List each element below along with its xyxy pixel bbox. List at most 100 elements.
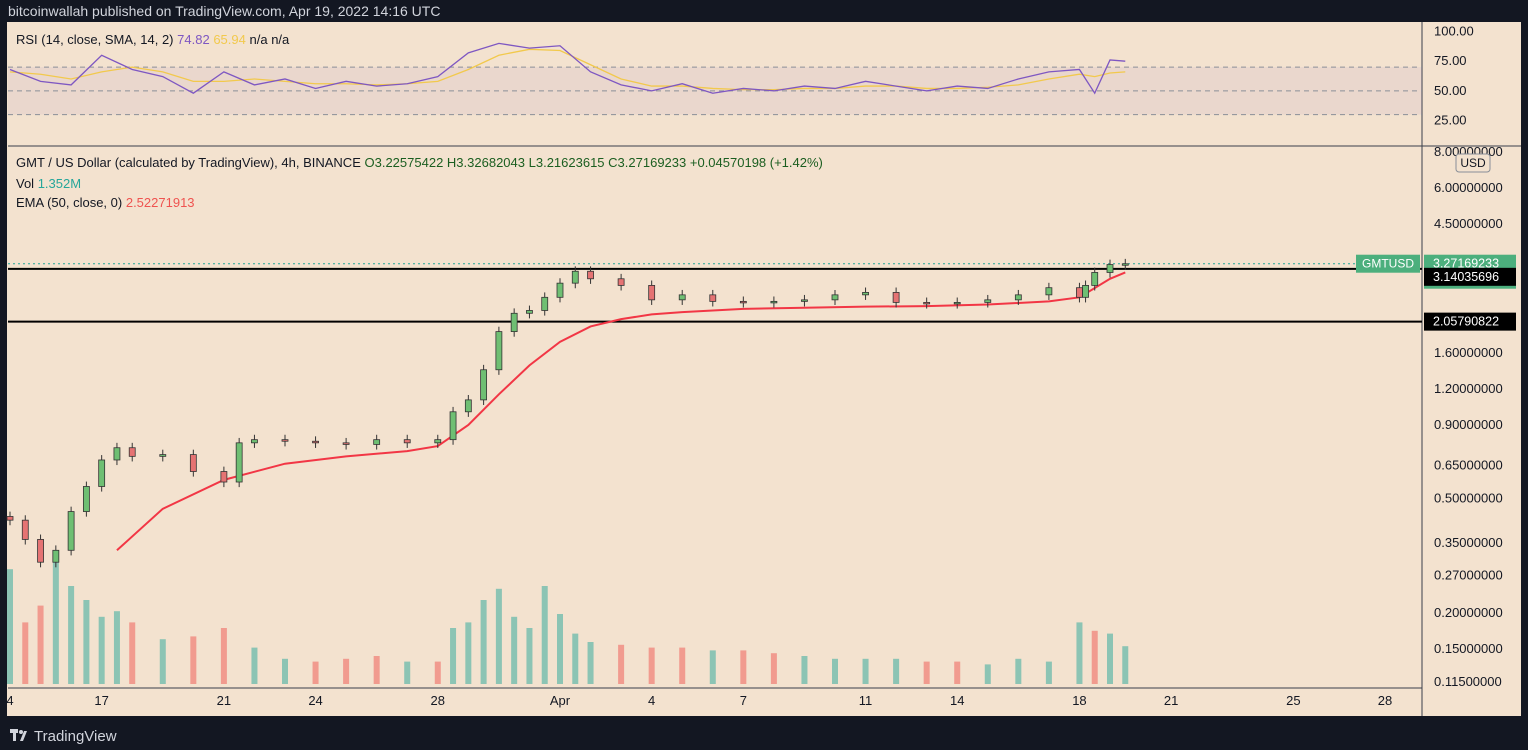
volume-bar <box>312 661 319 684</box>
candle <box>526 305 533 319</box>
candle-body <box>220 471 228 483</box>
candle-body <box>128 447 136 457</box>
candle <box>1076 282 1083 303</box>
candle-body <box>480 369 488 401</box>
candle-body <box>449 411 457 441</box>
candle-body <box>495 331 503 371</box>
volume-bar <box>22 622 29 684</box>
candle <box>770 296 778 308</box>
volume-bar <box>923 661 930 684</box>
ema-line <box>116 271 1126 552</box>
candle-body <box>1014 294 1022 301</box>
time-axis-tick: 4 <box>6 693 13 708</box>
brand-label: TradingView <box>34 727 117 745</box>
last-price-tag: 3.27169233 <box>1433 257 1499 271</box>
candle-body <box>52 549 60 563</box>
candle-body <box>571 270 579 284</box>
candle-body <box>709 294 717 302</box>
candle-body <box>831 294 839 301</box>
candle-body <box>98 459 106 487</box>
time-axis-tick: 25 <box>1286 693 1300 708</box>
candle <box>6 511 14 526</box>
volume-bar <box>1107 633 1113 684</box>
ohlc-low: L3.21623615 <box>528 155 605 170</box>
candle <box>1091 267 1099 291</box>
volume-bar <box>251 647 258 684</box>
volume-bar <box>679 647 686 684</box>
candle-body <box>1091 272 1099 286</box>
ohlc-close: C3.27169233 <box>608 155 687 170</box>
tradingview-logo-icon <box>10 729 27 741</box>
candle-body <box>587 270 594 280</box>
candle-body <box>862 292 869 296</box>
candle <box>403 434 411 448</box>
volume-bar <box>159 639 166 684</box>
volume-bar <box>434 661 441 684</box>
time-axis-tick: 24 <box>308 693 322 708</box>
ohlc-change: +0.04570198 (+1.42%) <box>689 155 823 170</box>
volume-bar <box>1122 646 1129 684</box>
candle <box>510 308 518 337</box>
volume-bar <box>984 664 991 684</box>
candle <box>342 437 350 450</box>
rsi-legend: RSI (14, close, SMA, 14, 2) 74.82 65.94 … <box>16 32 289 47</box>
ema-legend: EMA (50, close, 0) 2.52271913 <box>16 195 195 210</box>
candle <box>82 481 90 517</box>
candle-body <box>403 439 411 444</box>
volume-bar <box>1091 630 1098 684</box>
volume-bar <box>282 658 288 684</box>
candle-body <box>526 310 533 314</box>
volume-bar <box>1015 658 1022 684</box>
time-axis-tick: 17 <box>94 693 108 708</box>
price-axis-tick: 0.15000000 <box>1434 641 1503 656</box>
volume-bar <box>862 658 869 684</box>
volume-bar <box>1076 622 1083 684</box>
candle <box>709 289 717 307</box>
price-axis-tick: 0.27000000 <box>1434 567 1503 582</box>
candle <box>113 442 121 466</box>
rsi-value: 74.82 <box>177 32 210 47</box>
volume-bar <box>648 647 655 684</box>
candle <box>373 434 381 450</box>
candle <box>1121 258 1129 270</box>
price-axis-tick: 0.65000000 <box>1434 458 1503 473</box>
ohlc-open: O3.22575422 <box>364 155 444 170</box>
publish-text: bitcoinwallah published on TradingView.c… <box>8 3 441 19</box>
symbol-title: GMT / US Dollar (calculated by TradingVi… <box>16 155 361 170</box>
candle <box>67 506 75 556</box>
candle <box>312 436 319 448</box>
candle-body <box>984 299 992 303</box>
time-axis-tick: 28 <box>1378 693 1392 708</box>
candle-body <box>251 439 258 444</box>
rsi-axis-tick: 100.00 <box>1434 24 1474 39</box>
time-axis-tick: 4 <box>648 693 655 708</box>
currency-box <box>1455 153 1491 173</box>
volume-bar <box>37 605 44 684</box>
publish-header: bitcoinwallah published on TradingView.c… <box>0 0 1528 22</box>
chart-frame[interactable] <box>7 22 1521 716</box>
upper-level-tag: 3.14035696 <box>1433 270 1499 284</box>
volume-bar <box>98 616 105 684</box>
volume-bar <box>129 622 136 684</box>
volume-bar <box>801 656 808 684</box>
candle-body <box>1121 263 1129 266</box>
candle-body <box>953 302 961 305</box>
candle-body <box>113 447 121 461</box>
candle <box>923 297 931 309</box>
volume-bar <box>373 656 380 684</box>
candle-body <box>648 285 656 301</box>
candle-body <box>82 486 90 512</box>
volume-bar <box>587 642 594 684</box>
candle <box>464 394 472 417</box>
candle-body <box>801 299 808 302</box>
candle-body <box>342 442 350 445</box>
volume-bar <box>68 586 75 684</box>
price-axis-tick: 1.20000000 <box>1434 381 1503 396</box>
symbol-tag: GMTUSD <box>1362 257 1414 271</box>
chart-canvas[interactable]: 100.0075.0050.0025.008.000000006.0000000… <box>0 0 1528 722</box>
candle <box>1106 259 1114 278</box>
candle-body <box>281 439 289 442</box>
time-axis-tick: 28 <box>431 693 445 708</box>
candle <box>541 292 549 316</box>
volume-bar <box>541 586 548 684</box>
